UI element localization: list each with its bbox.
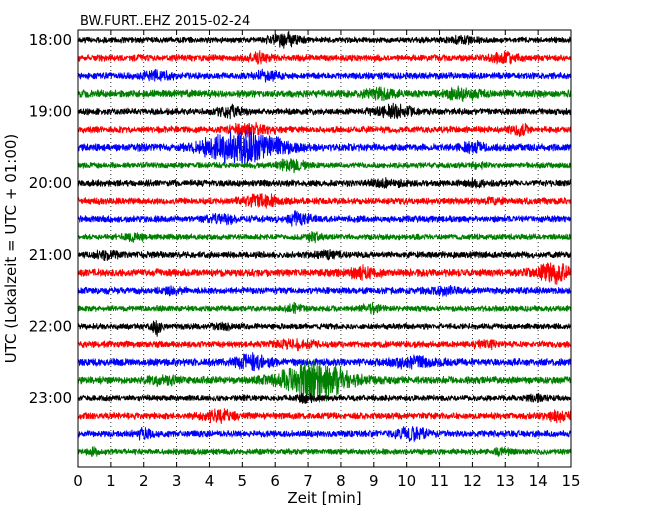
x-axis-label: Zeit [min] (287, 489, 361, 507)
y-tick-label: 23:00 (29, 389, 72, 407)
x-tick-label: 12 (463, 472, 482, 490)
seismic-trace (77, 358, 572, 403)
x-tick-label: 3 (172, 472, 182, 490)
seismic-trace (77, 262, 572, 285)
x-tick-label: 1 (106, 472, 116, 490)
x-tick-label: 9 (369, 472, 379, 490)
chart-title: BW.FURT..EHZ 2015-02-24 (80, 14, 250, 29)
seismic-trace (77, 320, 572, 337)
x-axis: 0 1 2 3 4 5 6 7 8 9 10 11 12 13 14 15 (73, 30, 581, 490)
x-tick-label: 0 (73, 472, 83, 490)
seismic-trace (77, 301, 572, 315)
seismic-trace (77, 210, 572, 227)
seismic-trace (77, 249, 572, 262)
x-tick-label: 8 (336, 472, 346, 490)
seismic-trace (77, 392, 572, 404)
seismic-trace (77, 50, 572, 65)
seismic-trace (77, 121, 572, 138)
seismic-trace (77, 338, 572, 352)
y-tick-label: 21:00 (29, 246, 72, 264)
seismic-trace (77, 193, 572, 209)
x-tick-label: 13 (496, 472, 515, 490)
y-axis: 18:00 19:00 20:00 21:00 22:00 23:00 (29, 31, 571, 407)
seismic-trace (77, 230, 572, 244)
seismic-trace (77, 158, 572, 174)
seismic-trace (77, 30, 572, 49)
x-tick-label: 11 (430, 472, 449, 490)
seismic-trace (77, 352, 572, 372)
x-tick-label: 4 (205, 472, 215, 490)
seismic-trace (77, 177, 572, 189)
x-tick-label: 14 (529, 472, 548, 490)
x-tick-label: 5 (238, 472, 248, 490)
y-tick-label: 20:00 (29, 174, 72, 192)
y-tick-label: 19:00 (29, 103, 72, 121)
seismic-trace (77, 68, 572, 83)
x-tick-label: 10 (397, 472, 416, 490)
seismic-trace (77, 102, 572, 120)
seismic-trace (77, 85, 572, 103)
seismic-trace (77, 426, 572, 442)
y-tick-label: 22:00 (29, 317, 72, 335)
seismic-trace (77, 284, 572, 297)
grid-lines (110, 30, 539, 467)
plot-frame (77, 29, 572, 468)
seismic-trace (77, 408, 572, 425)
trace-group (77, 30, 572, 458)
y-tick-label: 18:00 (29, 31, 72, 49)
y-axis-label: UTC (Lokalzeit = UTC + 01:00) (2, 134, 20, 364)
seismic-trace (77, 446, 572, 458)
x-tick-label: 2 (139, 472, 149, 490)
x-tick-label: 15 (561, 472, 580, 490)
seismic-trace (77, 127, 572, 166)
x-tick-label: 7 (303, 472, 313, 490)
x-tick-label: 6 (270, 472, 280, 490)
